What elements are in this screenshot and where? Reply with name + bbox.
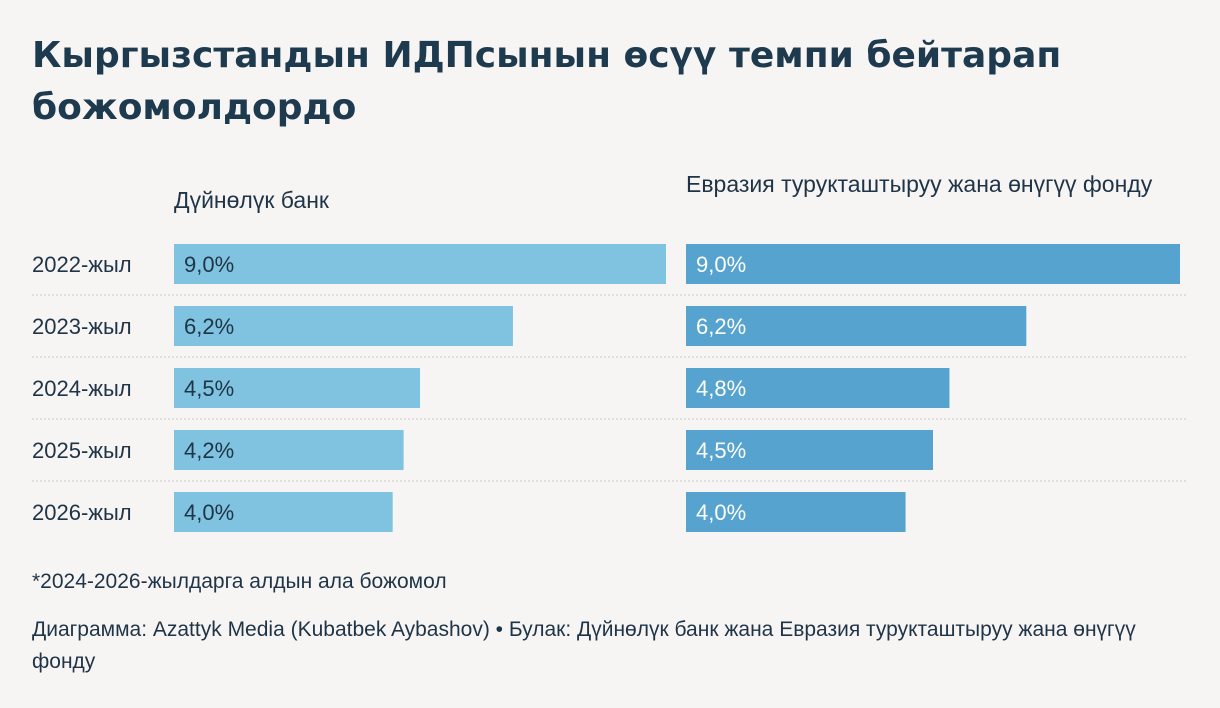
data-label: 9,0% [184,252,234,277]
series-header-world-bank: Дүйнөлүк банк [174,187,329,213]
bar-eurasian-fund [686,368,950,408]
bar-world-bank [174,492,393,532]
data-label: 6,2% [696,314,746,339]
series-header-eurasian-fund: Евразия турукташтыруу жана өнүгүү фонду [686,171,1153,197]
data-label: 6,2% [184,314,234,339]
source-credit: Диаграмма: Azattyk Media (Kubatbek Aybas… [32,618,1136,673]
data-label: 4,5% [696,438,746,463]
bar-world-bank [174,244,666,284]
data-label: 4,2% [184,438,234,463]
bar-eurasian-fund [686,492,906,532]
year-label: 2022-жыл [32,252,132,277]
data-label: 4,0% [184,500,234,525]
data-label: 9,0% [696,252,746,277]
year-label: 2025-жыл [32,438,132,463]
bar-eurasian-fund [686,430,933,470]
bar-eurasian-fund [686,306,1027,346]
bar-world-bank [174,430,404,470]
year-label: 2024-жыл [32,376,132,401]
data-label: 4,8% [696,376,746,401]
chart-title: Кыргызстандын ИДПсынын өсүү темпи бейтар… [32,35,1062,128]
bar-world-bank [174,306,513,346]
year-label: 2026-жыл [32,500,132,525]
bar-world-bank [174,368,420,408]
data-label: 4,5% [184,376,234,401]
data-label: 4,0% [696,500,746,525]
year-label: 2023-жыл [32,314,132,339]
footnote: *2024-2026-жылдарга алдын ала божомол [32,570,447,593]
bar-eurasian-fund [686,244,1180,284]
